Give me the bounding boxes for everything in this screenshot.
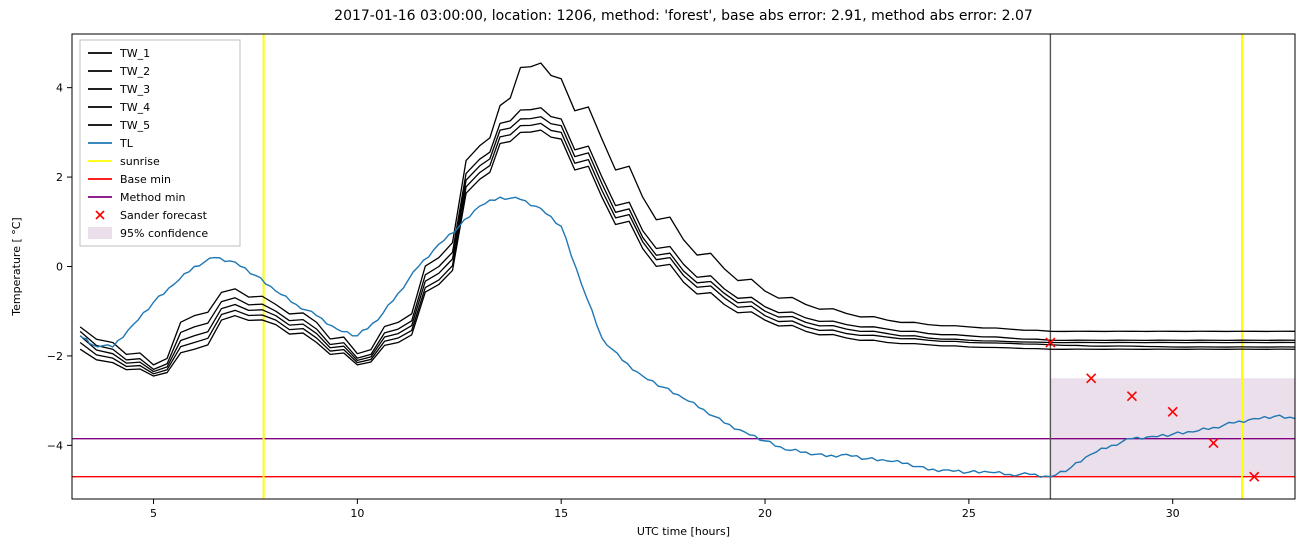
legend-label-9: Sander forecast [120, 209, 208, 222]
ytick-label: −2 [47, 350, 63, 363]
xtick-label: 25 [962, 507, 976, 520]
xtick-label: 5 [150, 507, 157, 520]
ytick-label: 4 [56, 82, 63, 95]
legend-label-10: 95% confidence [120, 227, 208, 240]
ytick-label: 0 [56, 261, 63, 274]
legend-swatch-10 [88, 227, 112, 239]
xtick-label: 15 [554, 507, 568, 520]
chart-container: 5 10 15 20 25 30 −4 −2 0 2 4 UTC time [hours] Temper… [0, 0, 1313, 547]
ytick-label: 2 [56, 171, 63, 184]
legend-label-7: Base min [120, 173, 171, 186]
yaxis-label: Temperature [ °C] [10, 217, 23, 316]
xtick-label: 30 [1166, 507, 1180, 520]
confidence-band [1050, 378, 1295, 476]
legend-label-2: TW_3 [119, 83, 150, 96]
legend-label-5: TL [119, 137, 134, 150]
legend-label-4: TW_5 [119, 119, 150, 132]
xaxis-label: UTC time [hours] [637, 525, 730, 538]
legend-label-1: TW_2 [119, 65, 150, 78]
legend-label-0: TW_1 [119, 47, 150, 60]
ytick-label: −4 [47, 439, 63, 452]
xtick-label: 10 [350, 507, 364, 520]
legend-label-6: sunrise [120, 155, 160, 168]
line-chart: 5 10 15 20 25 30 −4 −2 0 2 4 UTC time [hours] Temper… [0, 0, 1313, 547]
legend-label-3: TW_4 [119, 101, 150, 114]
chart-title: 2017-01-16 03:00:00, location: 1206, met… [334, 8, 1033, 24]
legend-label-8: Method min [120, 191, 186, 204]
xtick-label: 20 [758, 507, 772, 520]
